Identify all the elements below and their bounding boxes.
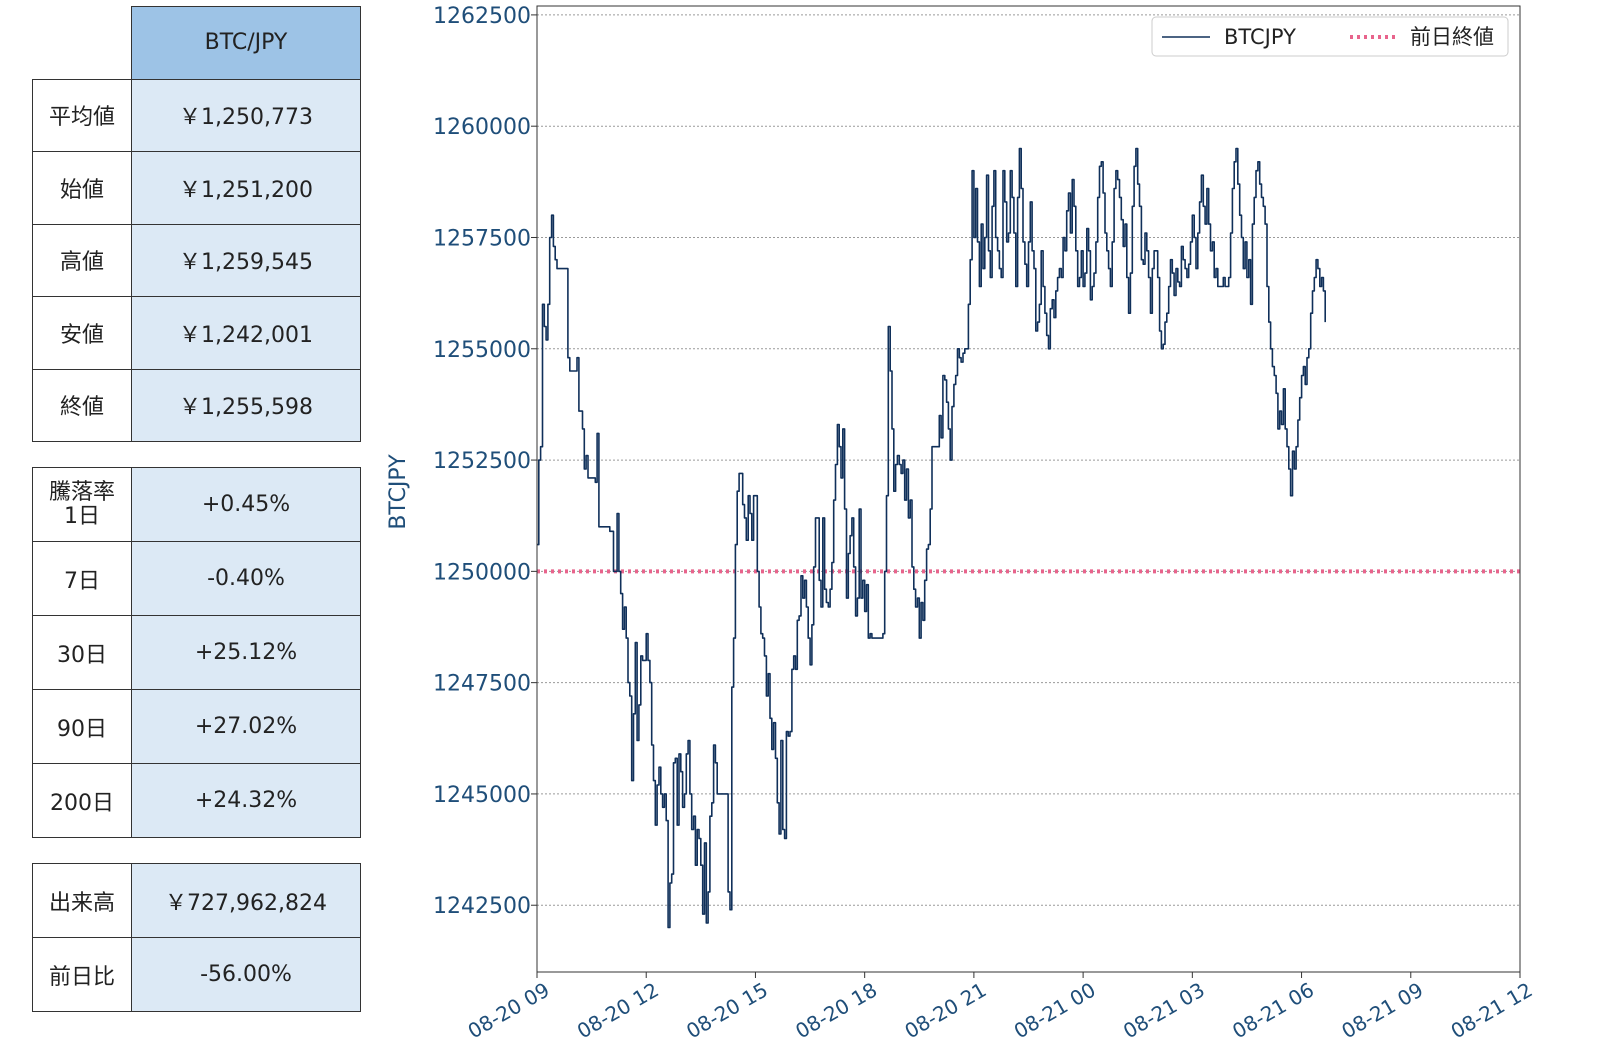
table-row: 30日 +25.12% [32, 615, 361, 690]
table-row: 始値 ￥1,251,200 [32, 151, 361, 225]
change-rate-title: 騰落率 [48, 479, 115, 505]
grid-lines [537, 14, 1520, 906]
row-value: ￥1,259,545 [131, 223, 361, 297]
table-row: 終値 ￥1,255,598 [32, 368, 361, 442]
x-tick-label: 08-21 06 [1228, 978, 1318, 1044]
row-label: 終値 [32, 368, 132, 442]
row-label: 200日 [32, 763, 132, 838]
table-row: 200日 +24.32% [32, 763, 361, 838]
summary-table: BTC/JPY 平均値 ￥1,250,773 始値 ￥1,251,200 高値 … [32, 6, 361, 442]
x-tick-label: 08-21 09 [1337, 978, 1427, 1044]
x-tick-label: 08-20 21 [901, 978, 991, 1044]
table-row: 騰落率 1日 +0.45% [32, 467, 361, 542]
row-label: 騰落率 1日 [32, 467, 132, 542]
x-tick-label: 08-21 00 [1010, 978, 1100, 1044]
row-value: +24.32% [131, 763, 361, 838]
row-value: -56.00% [131, 937, 361, 1012]
table-row: 出来高 ￥727,962,824 [32, 863, 361, 938]
volume-table: 出来高 ￥727,962,824 前日比 -56.00% [32, 863, 361, 1012]
y-tick-label: 1247500 [433, 672, 531, 697]
x-tick-label: 08-20 09 [464, 978, 554, 1044]
row-value: +27.02% [131, 689, 361, 764]
y-tick-label: 1245000 [433, 783, 531, 808]
x-tick-label: 08-21 12 [1447, 978, 1537, 1044]
legend: BTCJPY 前日終値 [1151, 16, 1509, 57]
row-value: ￥1,251,200 [131, 151, 361, 225]
table-row: 高値 ￥1,259,545 [32, 223, 361, 297]
row-value: ￥1,255,598 [131, 368, 361, 442]
row-value: -0.40% [131, 541, 361, 616]
legend-label-btcjpy: BTCJPY [1224, 25, 1296, 49]
y-axis-ticks: 1242500 1245000 1247500 1250000 1252500 12550… [433, 4, 537, 919]
change-rate-table: 騰落率 1日 +0.45% 7日 -0.40% 30日 +25.12% 90日 … [32, 467, 361, 838]
change-period: 1日 [64, 503, 100, 529]
row-label: 高値 [32, 223, 132, 297]
table-row: 平均値 ￥1,250,773 [32, 78, 361, 152]
y-tick-label: 1250000 [433, 560, 531, 585]
table-row: 前日比 -56.00% [32, 937, 361, 1012]
x-tick-label: 08-20 12 [573, 978, 663, 1044]
row-label: 安値 [32, 296, 132, 370]
legend-label-previous-close: 前日終値 [1410, 25, 1494, 49]
y-tick-label: 1257500 [433, 226, 531, 251]
row-value: +25.12% [131, 615, 361, 690]
row-label: 前日比 [32, 937, 132, 1012]
row-label: 90日 [32, 689, 132, 764]
btcjpy-line [537, 147, 1326, 929]
x-tick-label: 08-21 03 [1119, 978, 1209, 1044]
table-row: 7日 -0.40% [32, 541, 361, 616]
row-value: +0.45% [131, 467, 361, 542]
y-axis-label: BTCJPY [386, 454, 411, 530]
x-axis-ticks: 08-20 09 08-20 12 08-20 15 08-20 18 08-20 21… [464, 972, 1537, 1043]
table-row: 安値 ￥1,242,001 [32, 296, 361, 370]
row-value: ￥1,242,001 [131, 296, 361, 370]
row-label: 出来高 [32, 863, 132, 938]
y-tick-label: 1260000 [433, 115, 531, 140]
x-tick-label: 08-20 15 [682, 978, 772, 1044]
y-tick-label: 1262500 [433, 4, 531, 29]
legend-box [1151, 16, 1509, 57]
y-tick-label: 1255000 [433, 338, 531, 363]
y-tick-label: 1242500 [433, 894, 531, 919]
x-tick-label: 08-20 18 [791, 978, 881, 1044]
table-row: 90日 +27.02% [32, 689, 361, 764]
plot-frame [536, 5, 1521, 973]
row-label: 始値 [32, 151, 132, 225]
y-tick-label: 1252500 [433, 449, 531, 474]
pair-header: BTC/JPY [131, 6, 361, 80]
